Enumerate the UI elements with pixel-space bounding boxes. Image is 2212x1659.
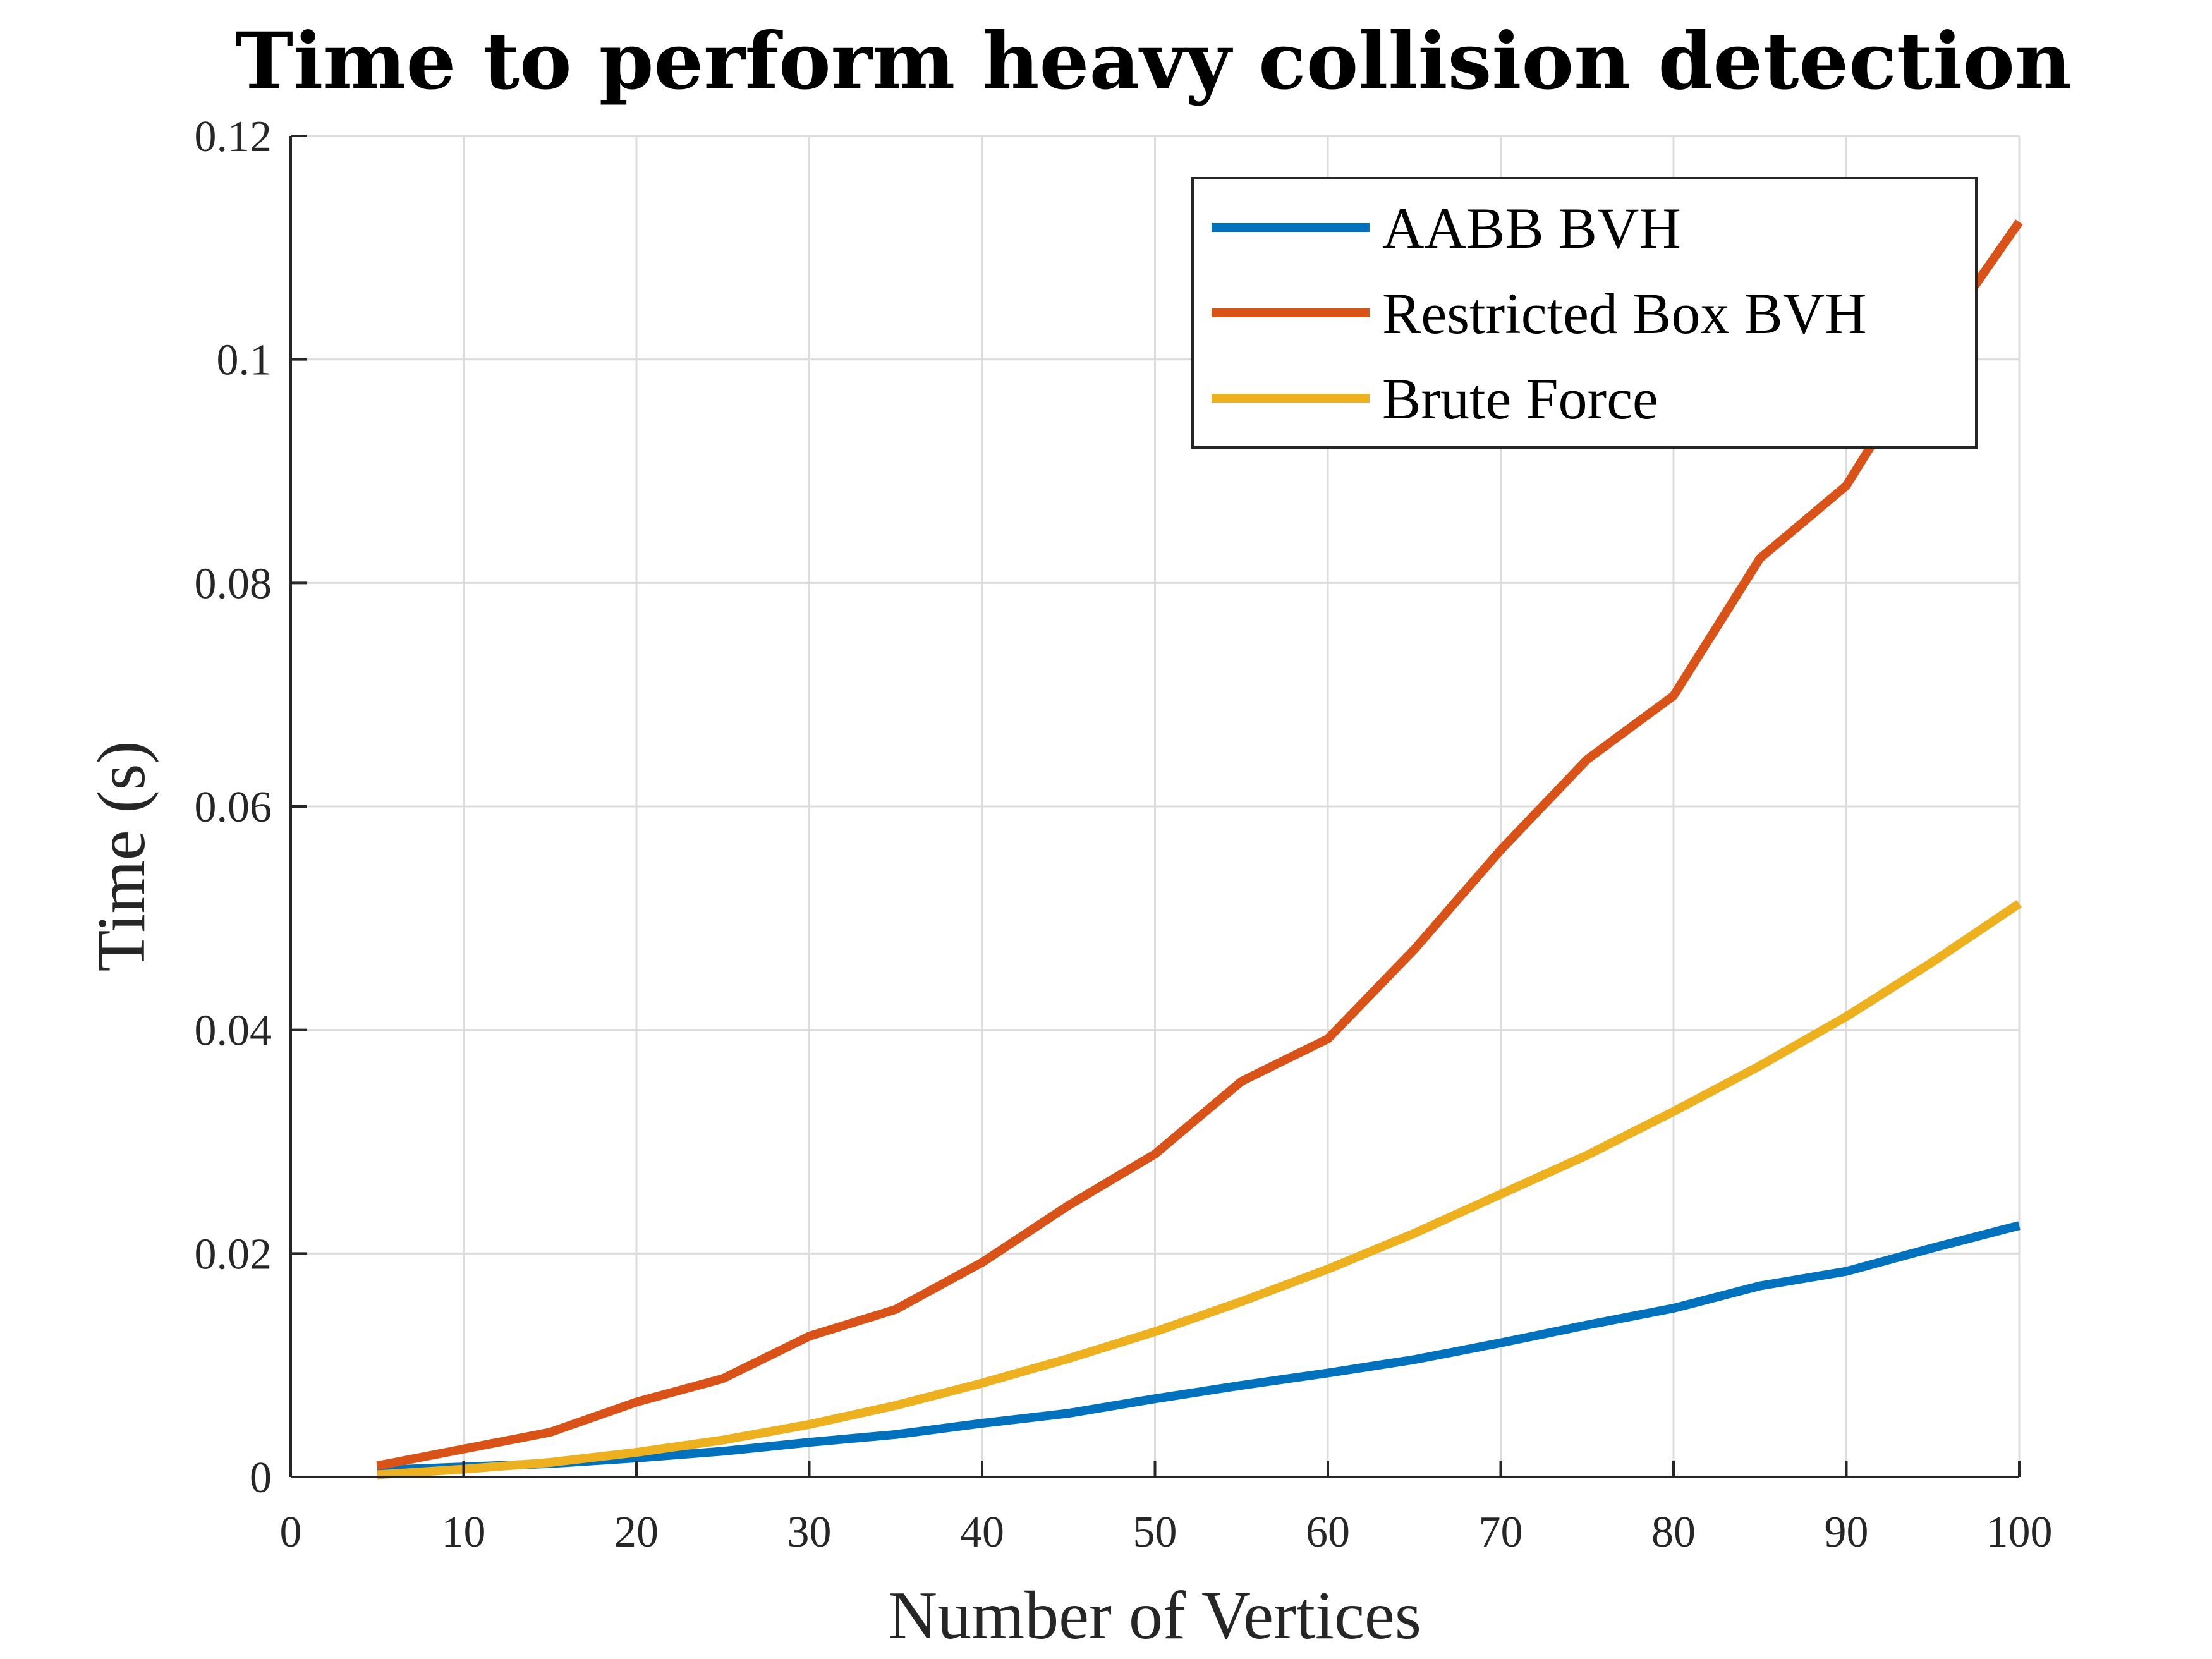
x-tick-label: 60 (1306, 1508, 1350, 1557)
y-tick-label: 0.1 (217, 336, 272, 385)
x-tick-label: 70 (1479, 1508, 1523, 1557)
legend-label: AABB BVH (1382, 196, 1681, 260)
series-line-3 (377, 899, 2022, 1480)
x-tick-label: 10 (442, 1508, 486, 1557)
chart-title: Time to perform heavy collision detectio… (235, 16, 2072, 107)
x-tick-label: 30 (787, 1508, 832, 1557)
x-axis-label: Number of Vertices (888, 1578, 1421, 1653)
x-tick-label: 90 (1825, 1508, 1869, 1557)
y-tick-label: 0.12 (195, 112, 272, 161)
legend: AABB BVH Restricted Box BVH Brute Force (1191, 177, 1978, 449)
y-tick-label: 0.08 (195, 559, 272, 608)
axes (289, 135, 2021, 1478)
series-lines (376, 219, 2023, 1480)
series-line-1 (377, 1221, 2021, 1475)
y-tick-label: 0.04 (195, 1007, 272, 1055)
y-tick-label: 0.06 (195, 783, 272, 832)
x-tick-label: 80 (1651, 1508, 1696, 1557)
tick-labels: 0 10 20 30 40 50 60 70 80 90 100 0 0.02 0.04 0.06 0.08 0… (195, 112, 2053, 1557)
x-tick-label: 40 (960, 1508, 1004, 1557)
series-line-2 (376, 219, 2023, 1471)
x-tick-label: 20 (614, 1508, 659, 1557)
y-axis-label: Time (s) (84, 741, 159, 971)
y-tick-label: 0 (250, 1454, 272, 1502)
legend-label: Brute Force (1382, 367, 1658, 431)
x-tick-label: 50 (1133, 1508, 1177, 1557)
legend-label: Restricted Box BVH (1382, 281, 1867, 346)
x-tick-label: 100 (1986, 1508, 2053, 1557)
x-tick-label: 0 (280, 1508, 302, 1557)
y-tick-label: 0.02 (195, 1230, 272, 1279)
